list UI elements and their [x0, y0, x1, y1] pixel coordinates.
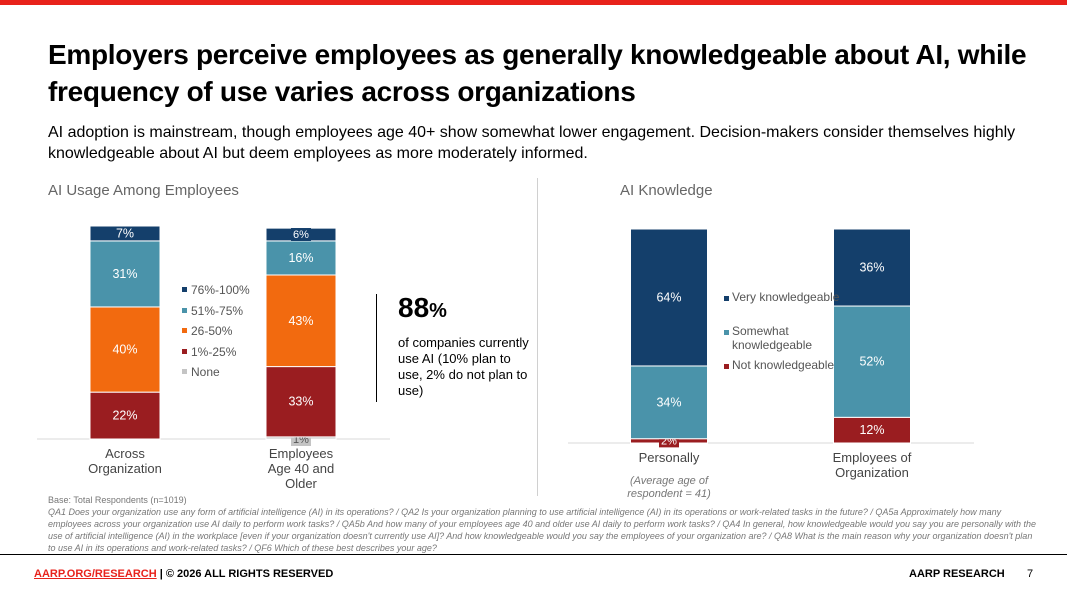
data-label-very-knowledgeable-2: 36% — [859, 261, 884, 275]
category-label-2: Employees of Organization — [833, 450, 912, 480]
usage-chart-title: AI Usage Among Employees — [48, 182, 239, 199]
knowledge-chart: 2%34%64%Personally(Average age of respond… — [568, 228, 974, 500]
legend-swatch — [724, 296, 729, 301]
data-label-51-75-2: 16% — [288, 251, 313, 265]
legend-label: None — [191, 365, 220, 379]
bar-26-50-1 — [89, 306, 161, 393]
section-divider — [537, 178, 538, 496]
data-label-very-knowledgeable-1: 64% — [656, 290, 681, 304]
data-label-26-50-1: 40% — [112, 343, 137, 357]
bar-somewhat-knowledgeable-2 — [833, 305, 911, 418]
footer-rule — [0, 554, 1067, 555]
page-title: Employers perceive employees as generall… — [48, 39, 1027, 107]
callout-value: 88 — [398, 292, 430, 323]
legend-item-51-75: 51%-75% — [182, 304, 243, 318]
legend-label: 51%-75% — [191, 303, 244, 318]
data-label-76-100-2: 6% — [293, 229, 309, 241]
legend-swatch — [182, 287, 187, 293]
legend-item-somewhat-knowledgeable: Somewhat knowledgeable — [724, 324, 842, 352]
callout-rule — [376, 294, 377, 402]
legend-label: 76%-100% — [191, 283, 250, 297]
bar-very-knowledgeable-1 — [630, 228, 708, 367]
bar-very-knowledgeable-2 — [833, 228, 911, 307]
bar-51-75-2 — [265, 240, 337, 276]
bar-26-50-2 — [265, 274, 337, 368]
page-subtitle: AI adoption is mainstream, though employ… — [48, 124, 1016, 162]
footnote-base: Base: Total Respondents (n=1019) — [48, 495, 187, 505]
legend-label: 1%-25% — [191, 344, 237, 359]
legend-item-none: None — [182, 365, 220, 379]
legend-swatch — [724, 330, 729, 335]
legend-label: Somewhat knowledgeable — [732, 324, 813, 352]
bar-1-25-1 — [89, 391, 161, 440]
label-box-76-100-2 — [291, 228, 311, 242]
legend-item-76-100: 76%-100% — [182, 283, 250, 297]
data-label-not-knowledgeable-2: 12% — [859, 423, 884, 437]
footnote-questions: QA1 Does your organization use any form … — [48, 507, 1037, 553]
callout-text: of companies currently use AI (10% plan … — [398, 335, 529, 398]
legend-swatch — [182, 348, 187, 354]
legend-item-very-knowledgeable: Very knowledgeable — [724, 290, 842, 304]
legend-swatch — [182, 328, 187, 334]
bar-1-25-2 — [265, 366, 337, 438]
legend-item-not-knowledgeable: Not knowledgeable — [724, 358, 842, 372]
footer-rights: | © 2026 ALL RIGHTS RESERVED — [156, 568, 334, 580]
category-note-1: (Average age of respondent = 41) — [627, 475, 711, 500]
legend-item-26-50: 26-50% — [182, 324, 232, 338]
bar-51-75-1 — [89, 240, 161, 308]
legend-swatch — [182, 307, 187, 313]
legend-label: Not knowledgeable — [732, 358, 835, 372]
category-label-2: Employees Age 40 and Older — [268, 446, 335, 490]
knowledge-chart-title: AI Knowledge — [620, 182, 713, 199]
category-label-1: Across Organization — [88, 446, 162, 476]
top-accent-bar — [0, 0, 1067, 5]
legend-swatch — [724, 364, 729, 369]
usage-chart: 22%40%31%7%Across Organization1%33%43%16%… — [37, 225, 390, 490]
footnote: Base: Total Respondents (n=1019) QA1 Doe… — [48, 494, 1038, 554]
data-label-26-50-2: 43% — [288, 314, 313, 328]
bar-somewhat-knowledgeable-1 — [630, 365, 708, 440]
data-label-1-25-1: 22% — [112, 409, 137, 423]
bar-76-100-1 — [89, 225, 161, 242]
footer-link[interactable]: AARP.ORG/RESEARCH — [34, 568, 157, 580]
data-label-76-100-1: 7% — [116, 226, 134, 240]
page-number: 7 — [1027, 568, 1034, 580]
category-label-1: Personally — [639, 450, 700, 465]
data-label-1-25-2: 33% — [288, 395, 313, 409]
callout-stat: 88% — [398, 292, 447, 324]
callout-unit: % — [429, 300, 447, 322]
legend-swatch — [182, 369, 187, 375]
footer-left: AARP.ORG/RESEARCH | © 2026 ALL RIGHTS RE… — [34, 568, 333, 580]
bar-not-knowledgeable-2 — [833, 416, 911, 444]
data-label-somewhat-knowledgeable-2: 52% — [859, 355, 884, 369]
legend-item-1-25: 1%-25% — [182, 345, 236, 359]
data-label-51-75-1: 31% — [112, 267, 137, 281]
data-label-somewhat-knowledgeable-1: 34% — [656, 395, 681, 409]
legend-label: Very knowledgeable — [732, 290, 840, 304]
footer-brand: AARP RESEARCH — [909, 568, 1005, 580]
legend-label: 26-50% — [191, 324, 233, 338]
